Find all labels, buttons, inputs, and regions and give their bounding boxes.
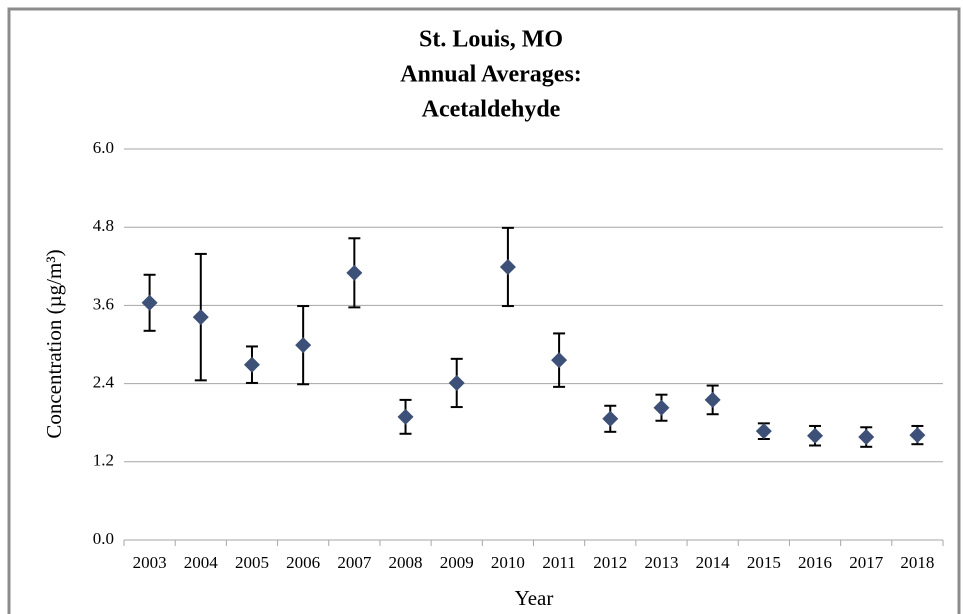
data-point xyxy=(499,258,516,275)
x-tick-label: 2012 xyxy=(593,553,627,572)
x-tick-label: 2016 xyxy=(798,553,832,572)
x-tick-label: 2009 xyxy=(440,553,474,572)
data-point xyxy=(141,294,158,311)
x-tick-label: 2006 xyxy=(286,553,320,572)
chart-title: Acetaldehyde xyxy=(422,97,561,123)
y-tick-label: 1.2 xyxy=(93,451,114,470)
chart-title: Annual Averages: xyxy=(400,62,582,88)
y-axis-title: Concentration (µg/m³) xyxy=(42,249,66,438)
data-point xyxy=(704,391,721,408)
x-tick-label: 2008 xyxy=(389,553,423,572)
x-tick-label: 2011 xyxy=(542,553,575,572)
data-point xyxy=(551,352,568,369)
x-tick-label: 2014 xyxy=(696,553,731,572)
x-tick-label: 2010 xyxy=(491,553,525,572)
x-tick-label: 2007 xyxy=(337,553,372,572)
y-tick-label: 6.0 xyxy=(93,138,114,157)
data-point xyxy=(602,410,619,427)
data-point xyxy=(755,423,772,440)
chart-title: St. Louis, MO xyxy=(419,27,563,53)
x-tick-label: 2015 xyxy=(747,553,781,572)
y-tick-label: 2.4 xyxy=(93,373,115,392)
data-point xyxy=(192,309,209,326)
data-point xyxy=(243,356,260,373)
x-tick-label: 2018 xyxy=(900,553,934,572)
y-tick-label: 4.8 xyxy=(93,216,114,235)
y-tick-label: 0.0 xyxy=(93,529,114,548)
data-point xyxy=(653,399,670,416)
x-tick-label: 2003 xyxy=(133,553,167,572)
data-point xyxy=(807,427,824,444)
chart-frame xyxy=(7,7,961,614)
data-point xyxy=(397,408,414,425)
data-point xyxy=(448,374,465,391)
x-tick-label: 2004 xyxy=(184,553,219,572)
x-tick-label: 2005 xyxy=(235,553,269,572)
data-point xyxy=(909,427,926,444)
y-tick-label: 3.6 xyxy=(93,294,114,313)
data-point xyxy=(346,264,363,281)
data-point xyxy=(295,337,312,354)
x-tick-label: 2013 xyxy=(644,553,678,572)
x-tick-label: 2017 xyxy=(849,553,884,572)
data-point xyxy=(858,429,875,446)
x-axis-title: Year xyxy=(515,586,554,610)
